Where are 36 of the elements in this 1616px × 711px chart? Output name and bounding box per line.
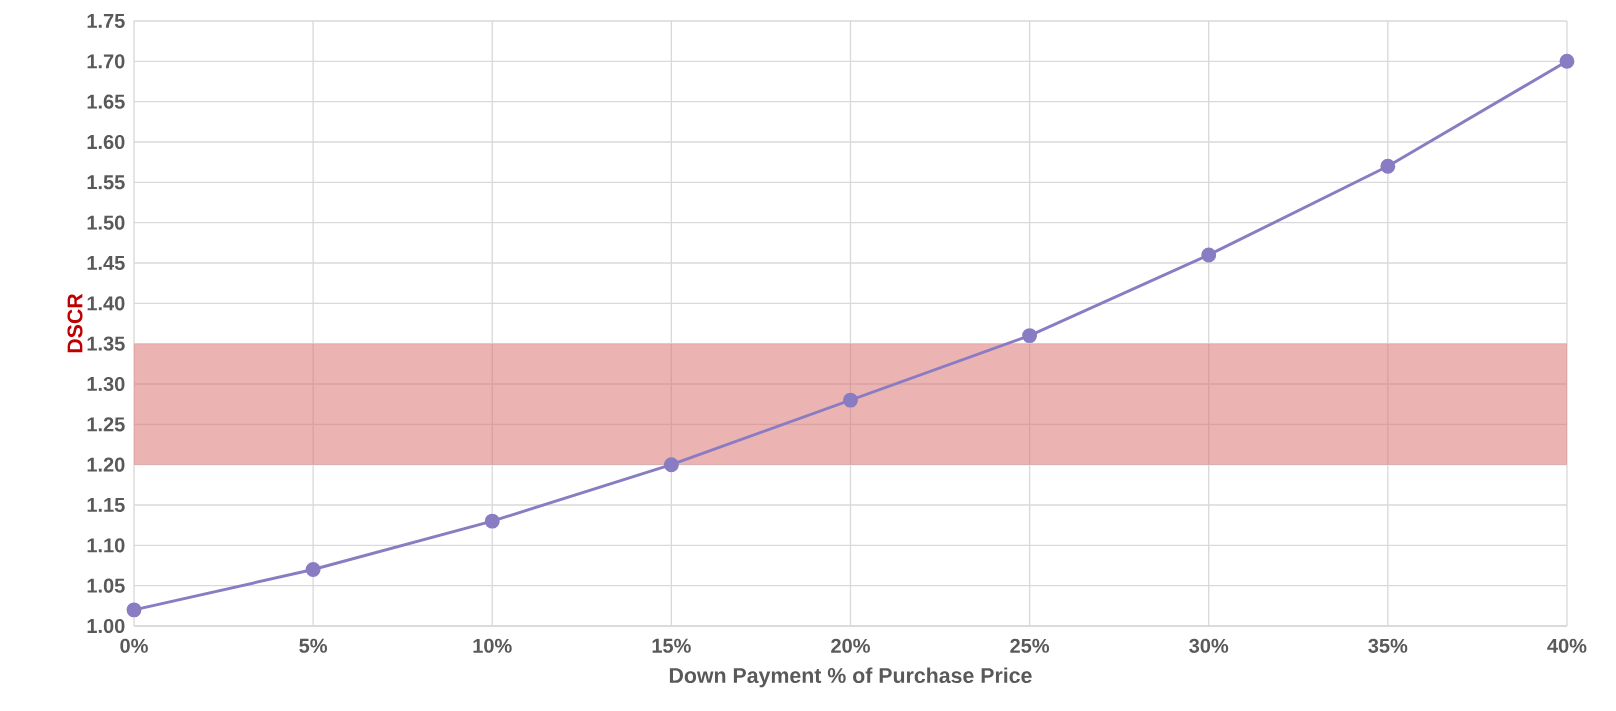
y-tick-label: 1.20 <box>87 457 125 472</box>
y-tick-label: 1.35 <box>87 336 125 351</box>
y-tick-label: 1.60 <box>87 134 125 150</box>
y-tick-label: 1.70 <box>87 54 125 69</box>
point <box>1380 158 1396 174</box>
x-tick-label: 10% <box>473 638 512 653</box>
y-tick-label: 1.30 <box>87 376 125 392</box>
y-tick-label: 1.10 <box>87 538 125 553</box>
point <box>1022 328 1038 344</box>
point <box>126 602 142 618</box>
y-tick-label: 1.55 <box>87 175 125 190</box>
x-tick-label: 0% <box>120 638 148 653</box>
x-tick-label: 20% <box>831 638 870 653</box>
y-tick-label: 1.50 <box>87 215 125 230</box>
y-tick-label: 1.05 <box>87 578 125 593</box>
point <box>305 562 321 577</box>
y-tick-label: 1.65 <box>87 94 125 109</box>
point <box>484 513 500 529</box>
y-tick-label: 1.75 <box>87 14 125 28</box>
point <box>843 392 858 408</box>
y-tick-label: 1.40 <box>87 296 125 311</box>
point <box>1559 53 1575 69</box>
x-tick-label: 30% <box>1189 638 1229 653</box>
y-tick-label: 1.00 <box>87 618 125 634</box>
point <box>1201 247 1217 263</box>
y-tick-label: 1.45 <box>87 256 125 270</box>
point <box>663 457 679 473</box>
y-tick-label: 1.15 <box>87 498 125 512</box>
x-tick-label: 35% <box>1368 638 1408 653</box>
x-tick-label: 5% <box>299 638 328 653</box>
x-tick-label: 40% <box>1547 638 1587 653</box>
x-tick-label: 15% <box>652 638 691 653</box>
x-axis-title: Down Payment % of Purchase Price <box>669 667 1032 688</box>
y-axis-title: DSCR <box>67 293 83 353</box>
y-tick-label: 1.25 <box>87 417 125 432</box>
x-tick-label: 25% <box>1010 638 1050 653</box>
